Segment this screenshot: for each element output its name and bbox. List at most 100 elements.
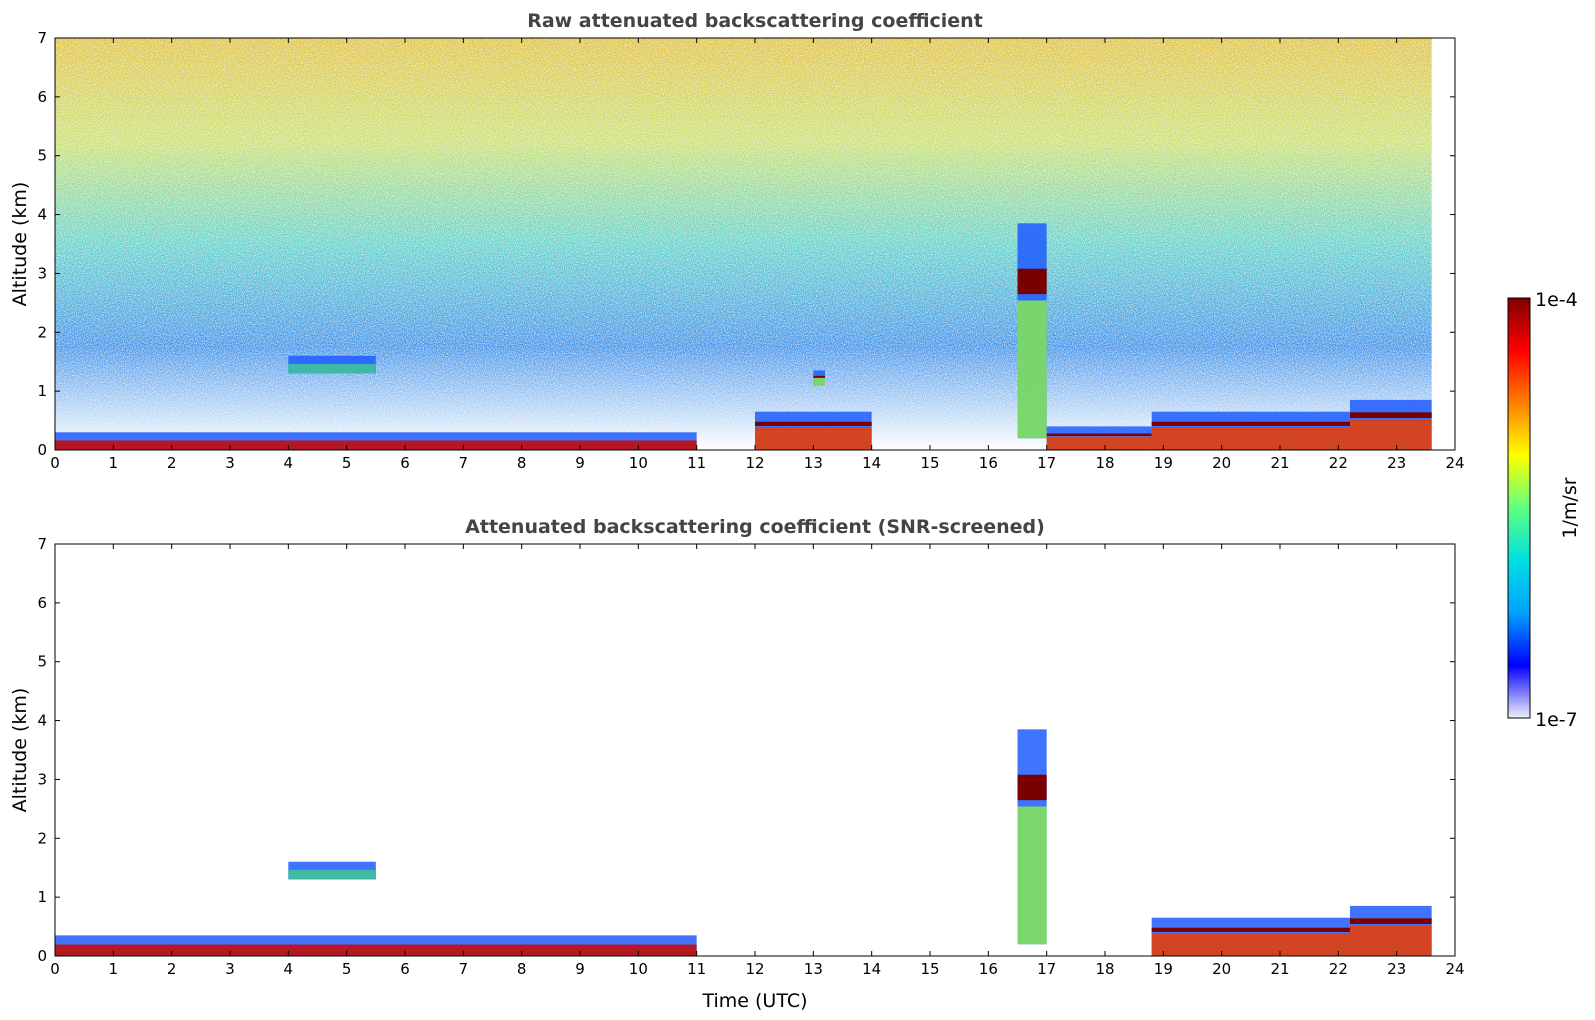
colorbar-unit-label: 1/m/sr xyxy=(1559,477,1581,538)
layer-peak xyxy=(1046,433,1152,436)
x-tick-label: 24 xyxy=(1445,960,1464,978)
panel-screened: Attenuated backscattering coefficient (S… xyxy=(9,516,1465,1012)
y-tick-label: 4 xyxy=(37,206,47,224)
layer-cloud xyxy=(1017,300,1047,439)
x-tick-label: 5 xyxy=(342,454,352,472)
colorbar-min-label: 1e-7 xyxy=(1535,709,1578,731)
y-tick-label: 4 xyxy=(37,712,47,730)
x-tick-label: 1 xyxy=(109,960,119,978)
y-tick-label: 0 xyxy=(37,441,47,459)
x-tick-label: 21 xyxy=(1270,960,1289,978)
layer-boundary-layer xyxy=(1350,419,1432,450)
x-tick-label: 10 xyxy=(629,960,648,978)
layer-boundary-layer xyxy=(1151,427,1350,450)
colorbar-max-label: 1e-4 xyxy=(1535,289,1578,311)
panel-screened-ylabel: Altitude (km) xyxy=(9,688,31,813)
layer-cloud xyxy=(813,377,825,386)
x-tick-label: 23 xyxy=(1387,454,1406,472)
x-tick-label: 18 xyxy=(1095,454,1114,472)
layer-boundary-layer xyxy=(755,427,872,450)
layer-peak xyxy=(1350,918,1432,924)
x-tick-label: 12 xyxy=(745,454,764,472)
panel-screened-frame xyxy=(54,543,1456,957)
layer-surface-layer xyxy=(55,944,697,956)
panel-raw-ylabel: Altitude (km) xyxy=(9,182,31,307)
x-tick-label: 4 xyxy=(284,454,294,472)
layer-boundary-layer xyxy=(1350,925,1432,956)
panel-raw-heatmap xyxy=(55,38,1432,450)
raw-noise-field xyxy=(55,38,1432,450)
x-tick-label: 0 xyxy=(50,960,60,978)
y-tick-label: 7 xyxy=(37,29,47,47)
colorbar-bar xyxy=(1507,297,1531,719)
x-tick-label: 2 xyxy=(167,960,177,978)
y-tick-label: 7 xyxy=(37,535,47,553)
x-tick-label: 16 xyxy=(979,960,998,978)
x-tick-label: 5 xyxy=(342,960,352,978)
x-tick-label: 19 xyxy=(1154,960,1173,978)
panel-screened-y-axis: 0 1 2 3 4 5 6 7 xyxy=(37,535,1455,965)
y-tick-label: 3 xyxy=(37,770,47,788)
x-tick-label: 9 xyxy=(575,454,585,472)
y-tick-label: 3 xyxy=(37,264,47,282)
y-tick-label: 2 xyxy=(37,829,47,847)
x-tick-label: 3 xyxy=(225,454,235,472)
y-tick-label: 5 xyxy=(37,653,47,671)
y-tick-label: 6 xyxy=(37,88,47,106)
x-tick-label: 24 xyxy=(1445,454,1464,472)
layer-boundary-layer xyxy=(1151,933,1350,956)
x-tick-label: 12 xyxy=(745,960,764,978)
y-tick-label: 5 xyxy=(37,147,47,165)
x-tick-label: 7 xyxy=(459,454,469,472)
layer-elevated-aerosol-layer xyxy=(288,869,376,880)
y-tick-label: 0 xyxy=(37,947,47,965)
x-tick-label: 20 xyxy=(1212,454,1231,472)
colorbar: 1e-4 1e-7 1/m/sr xyxy=(1507,289,1581,731)
x-tick-label: 18 xyxy=(1095,960,1114,978)
x-tick-label: 6 xyxy=(400,960,410,978)
layer-peak xyxy=(1350,412,1432,418)
x-tick-label: 2 xyxy=(167,454,177,472)
x-tick-label: 4 xyxy=(284,960,294,978)
y-tick-label: 2 xyxy=(37,323,47,341)
x-tick-label: 15 xyxy=(920,960,939,978)
x-tick-label: 3 xyxy=(225,960,235,978)
layer-peak xyxy=(1017,268,1047,295)
layer-cloud xyxy=(1017,806,1047,945)
layer-surface-layer xyxy=(55,440,697,450)
x-tick-label: 13 xyxy=(804,454,823,472)
layer-peak xyxy=(755,421,872,426)
x-tick-label: 21 xyxy=(1270,454,1289,472)
x-tick-label: 20 xyxy=(1212,960,1231,978)
x-tick-label: 15 xyxy=(920,454,939,472)
x-tick-label: 14 xyxy=(862,960,881,978)
x-tick-label: 17 xyxy=(1037,960,1056,978)
panel-screened-xlabel: Time (UTC) xyxy=(701,990,807,1012)
x-tick-label: 11 xyxy=(687,960,706,978)
layer-boundary-layer xyxy=(1046,436,1152,450)
x-tick-label: 9 xyxy=(575,960,585,978)
x-tick-label: 1 xyxy=(109,454,119,472)
layer-elevated-aerosol-layer xyxy=(288,363,376,374)
panel-raw-x-axis: 0 1 2 3 4 5 6 7 8 9 10 11 12 13 14 15 16 17 18 19 20 21 22 23 24 xyxy=(50,38,1465,472)
layer-peak xyxy=(1151,927,1350,932)
panel-raw-title: Raw attenuated backscattering coefficien… xyxy=(527,10,983,32)
x-tick-label: 17 xyxy=(1037,454,1056,472)
x-tick-label: 14 xyxy=(862,454,881,472)
x-tick-label: 13 xyxy=(804,960,823,978)
x-tick-label: 19 xyxy=(1154,454,1173,472)
y-tick-label: 6 xyxy=(37,594,47,612)
x-tick-label: 22 xyxy=(1329,454,1348,472)
layer-peak xyxy=(813,375,825,378)
layer-peak xyxy=(1151,421,1350,426)
x-tick-label: 16 xyxy=(979,454,998,472)
panel-raw-y-axis: 0 1 2 3 4 5 6 7 xyxy=(37,29,1455,459)
panel-raw-layers xyxy=(55,223,1432,450)
x-tick-label: 23 xyxy=(1387,960,1406,978)
panel-raw: Raw attenuated backscattering coefficien… xyxy=(9,10,1465,472)
y-tick-label: 1 xyxy=(37,382,47,400)
panel-screened-title: Attenuated backscattering coefficient (S… xyxy=(465,516,1045,538)
layer-peak xyxy=(1017,774,1047,801)
x-tick-label: 8 xyxy=(517,960,527,978)
